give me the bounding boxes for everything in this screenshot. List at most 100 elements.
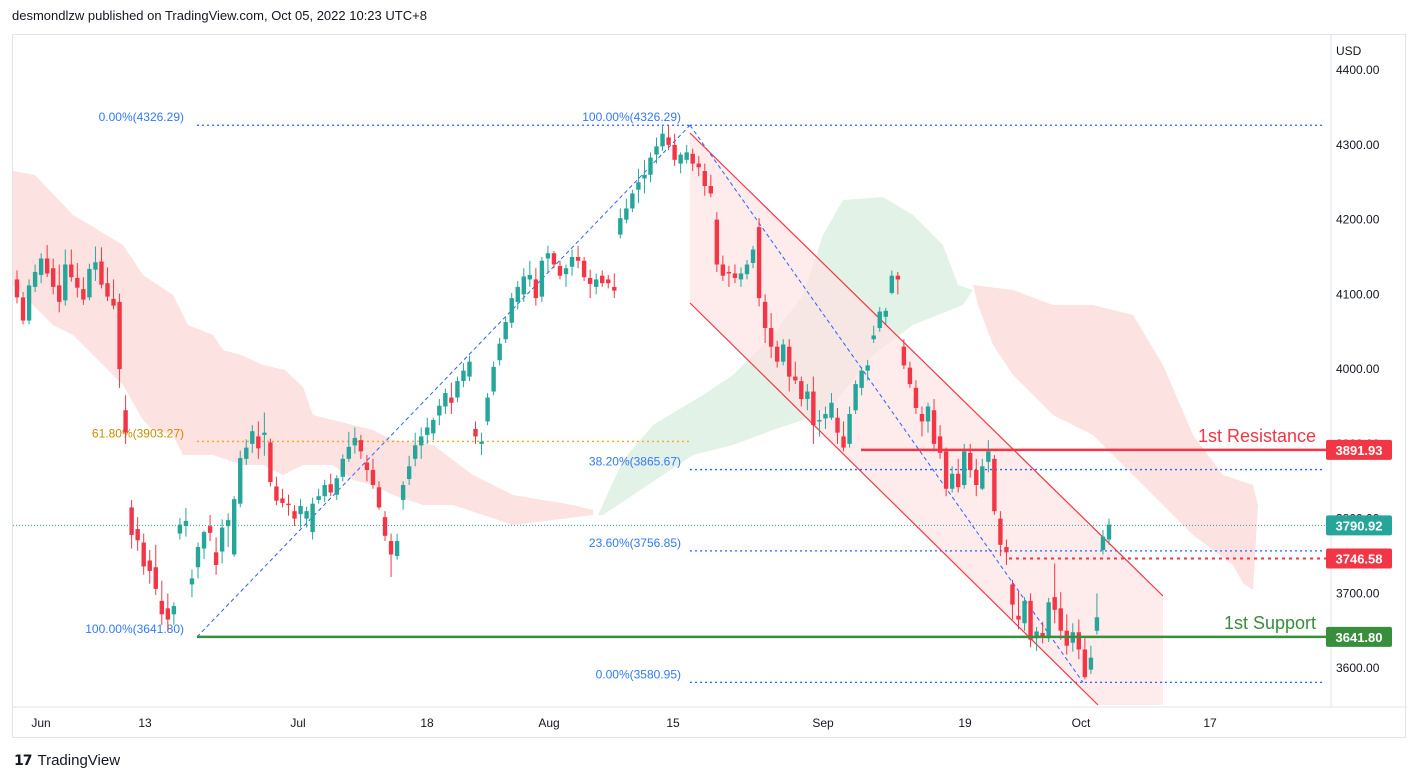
candle[interactable]	[853, 380, 858, 414]
candle[interactable]	[274, 476, 279, 506]
candle[interactable]	[497, 337, 502, 366]
candle[interactable]	[268, 438, 273, 487]
candle[interactable]	[907, 361, 913, 388]
candle[interactable]	[93, 246, 98, 281]
price-tag[interactable]: 3891.93	[1326, 439, 1392, 460]
candle[interactable]	[177, 517, 183, 540]
candle[interactable]	[913, 380, 919, 414]
candle[interactable]	[690, 148, 695, 172]
candle[interactable]	[1052, 563, 1057, 624]
candle[interactable]	[871, 325, 876, 343]
candle[interactable]	[57, 264, 62, 313]
candle[interactable]	[937, 425, 943, 459]
candle[interactable]	[455, 376, 460, 403]
candle[interactable]	[310, 497, 315, 540]
candle[interactable]	[449, 382, 454, 414]
candlesticks[interactable]	[14, 125, 1112, 680]
candle[interactable]	[75, 262, 80, 298]
candle[interactable]	[135, 517, 140, 551]
price-tag[interactable]: 3746.58	[1326, 548, 1392, 569]
candle[interactable]	[636, 168, 641, 204]
candle[interactable]	[219, 519, 225, 564]
candle[interactable]	[787, 339, 792, 392]
candle[interactable]	[998, 511, 1003, 557]
candle[interactable]	[1022, 597, 1027, 631]
candle[interactable]	[419, 427, 424, 459]
candle[interactable]	[159, 580, 164, 625]
candle[interactable]	[799, 376, 804, 407]
candle[interactable]	[660, 126, 665, 151]
candle[interactable]	[69, 249, 74, 282]
candle[interactable]	[298, 499, 303, 528]
candle[interactable]	[515, 280, 520, 310]
candle[interactable]	[823, 406, 828, 429]
candle[interactable]	[919, 406, 925, 437]
chart-frame[interactable]: 0.00%(4326.29) 61.80%(3903.27) 100.00%(364…	[12, 34, 1407, 739]
candle[interactable]	[1058, 591, 1063, 640]
time-axis[interactable]: Jun 13 Jul 18 Aug 15 Sep 19 Oct 17	[13, 706, 1407, 730]
candle[interactable]	[1064, 614, 1069, 655]
candle[interactable]	[1046, 597, 1051, 642]
price-chart[interactable]: 0.00%(4326.29) 61.80%(3903.27) 100.00%(364…	[13, 35, 1407, 739]
candle[interactable]	[883, 307, 888, 325]
candle[interactable]	[238, 450, 243, 508]
candle[interactable]	[781, 339, 786, 366]
candle[interactable]	[943, 447, 949, 497]
candle[interactable]	[1106, 518, 1112, 545]
candle[interactable]	[340, 454, 345, 482]
candle[interactable]	[20, 292, 26, 325]
candle[interactable]	[1040, 621, 1045, 644]
candle[interactable]	[244, 439, 249, 465]
candle[interactable]	[563, 264, 569, 287]
candle[interactable]	[105, 267, 110, 302]
candle[interactable]	[437, 399, 442, 426]
candle[interactable]	[1088, 645, 1094, 675]
candle[interactable]	[642, 159, 647, 194]
candle[interactable]	[847, 406, 852, 448]
candle[interactable]	[569, 249, 575, 276]
candle[interactable]	[316, 488, 321, 504]
candle[interactable]	[509, 292, 514, 329]
candle[interactable]	[901, 339, 907, 370]
candle[interactable]	[38, 253, 44, 284]
candle[interactable]	[702, 163, 707, 196]
candle[interactable]	[141, 533, 146, 575]
candle[interactable]	[557, 260, 563, 280]
candle[interactable]	[684, 144, 689, 164]
candle[interactable]	[877, 307, 882, 332]
candle[interactable]	[123, 395, 128, 444]
candle[interactable]	[32, 264, 38, 293]
candle[interactable]	[231, 496, 237, 557]
candle[interactable]	[195, 542, 201, 579]
candle[interactable]	[1010, 579, 1015, 620]
candle[interactable]	[624, 198, 629, 224]
candle[interactable]	[352, 427, 358, 454]
candle[interactable]	[545, 245, 551, 272]
candle[interactable]	[207, 514, 213, 542]
candle[interactable]	[129, 499, 134, 549]
candle[interactable]	[262, 412, 267, 456]
candle[interactable]	[865, 360, 870, 381]
candle[interactable]	[986, 440, 991, 473]
candle[interactable]	[606, 274, 611, 289]
candle[interactable]	[286, 494, 291, 516]
candle[interactable]	[774, 340, 780, 368]
candle[interactable]	[672, 133, 677, 166]
candle[interactable]	[955, 458, 961, 493]
candle[interactable]	[618, 208, 623, 239]
candle[interactable]	[189, 569, 195, 598]
candle[interactable]	[859, 366, 864, 396]
price-tag[interactable]: 3641.80	[1326, 626, 1392, 647]
candle[interactable]	[425, 417, 430, 444]
candle[interactable]	[654, 137, 659, 164]
candle[interactable]	[962, 443, 967, 489]
candle[interactable]	[925, 402, 931, 433]
candle[interactable]	[461, 363, 466, 388]
candle[interactable]	[394, 533, 400, 560]
candle[interactable]	[50, 258, 56, 295]
candle[interactable]	[762, 294, 768, 343]
candle[interactable]	[829, 393, 834, 420]
candle[interactable]	[539, 257, 545, 302]
candle[interactable]	[817, 410, 822, 437]
candle[interactable]	[744, 259, 750, 280]
